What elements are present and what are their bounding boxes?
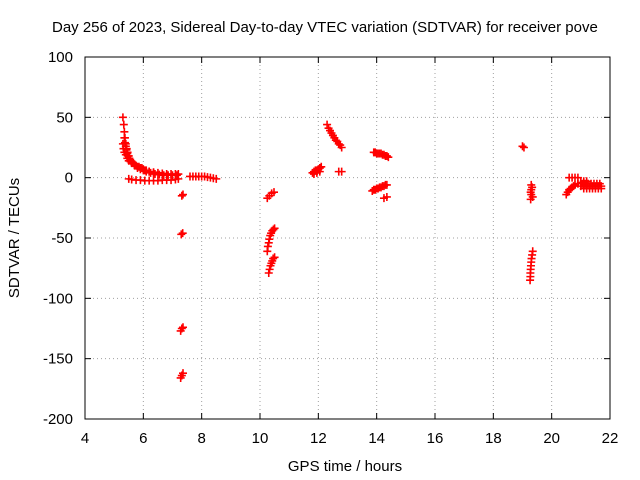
data-point: [337, 167, 346, 176]
data-point: [177, 230, 186, 239]
data-point: [526, 276, 535, 285]
data-point: [270, 188, 278, 197]
data-point: [179, 323, 187, 332]
data-point: [518, 142, 527, 151]
x-tick-label: 10: [252, 430, 269, 447]
y-tick-label: 50: [56, 109, 73, 126]
data-point: [382, 180, 391, 189]
y-tick-label: -200: [43, 411, 73, 428]
data-point: [179, 190, 187, 199]
data-point: [519, 143, 528, 152]
data-point: [149, 168, 158, 177]
x-tick-label: 4: [81, 430, 89, 447]
data-point: [263, 242, 272, 251]
y-tick-label: 0: [65, 170, 73, 187]
x-axis: 4 6 8 10 12 14 16 18 20 22: [81, 57, 619, 447]
data-point: [264, 268, 273, 277]
data-point: [172, 171, 181, 180]
chart-title: Day 256 of 2023, Sidereal Day-to-day VTE…: [52, 19, 598, 36]
y-axis: -200 -150 -100 -50 0 50 100: [43, 49, 610, 428]
x-axis-label: GPS time / hours: [288, 458, 402, 475]
x-tick-label: 6: [139, 430, 147, 447]
x-tick-label: 14: [368, 430, 385, 447]
y-tick-label: -150: [43, 351, 73, 368]
x-tick-label: 20: [543, 430, 560, 447]
data-point: [122, 145, 131, 154]
data-point: [270, 253, 279, 262]
x-tick-label: 22: [602, 430, 619, 447]
x-tick-label: 12: [310, 430, 327, 447]
data-point: [597, 184, 606, 193]
data-point: [270, 224, 279, 233]
data-point: [569, 182, 578, 191]
data-point: [384, 153, 393, 162]
data-point: [178, 229, 187, 238]
data-point: [140, 166, 149, 175]
data-point: [269, 254, 278, 263]
data-point: [265, 265, 274, 274]
x-tick-label: 18: [485, 430, 502, 447]
data-point: [177, 191, 186, 200]
data-point: [265, 235, 274, 244]
grid: [85, 57, 610, 419]
y-tick-label: 100: [48, 49, 73, 66]
data-point: [127, 157, 136, 166]
data-point: [120, 138, 129, 147]
x-tick-label: 8: [197, 430, 205, 447]
plot-frame: [84, 56, 611, 420]
y-tick-label: -50: [51, 230, 73, 247]
data-point: [573, 173, 582, 182]
x-tick-label: 16: [427, 430, 444, 447]
data-point: [269, 225, 278, 234]
data-point: [526, 195, 535, 204]
y-axis-label: SDTVAR / TECUs: [6, 178, 23, 298]
data-point: [315, 167, 324, 176]
data-point: [382, 151, 391, 160]
data-point: [382, 192, 391, 201]
data-series: [118, 113, 606, 382]
data-point: [323, 120, 332, 129]
data-point: [212, 174, 221, 183]
data-point: [119, 120, 128, 129]
data-point: [595, 179, 604, 188]
data-point: [145, 167, 154, 176]
data-point: [174, 174, 183, 183]
data-point: [179, 369, 187, 378]
data-point: [337, 143, 346, 152]
y-tick-label: -100: [43, 290, 73, 307]
data-point: [177, 324, 186, 333]
data-point: [118, 113, 127, 122]
data-point: [317, 162, 326, 171]
